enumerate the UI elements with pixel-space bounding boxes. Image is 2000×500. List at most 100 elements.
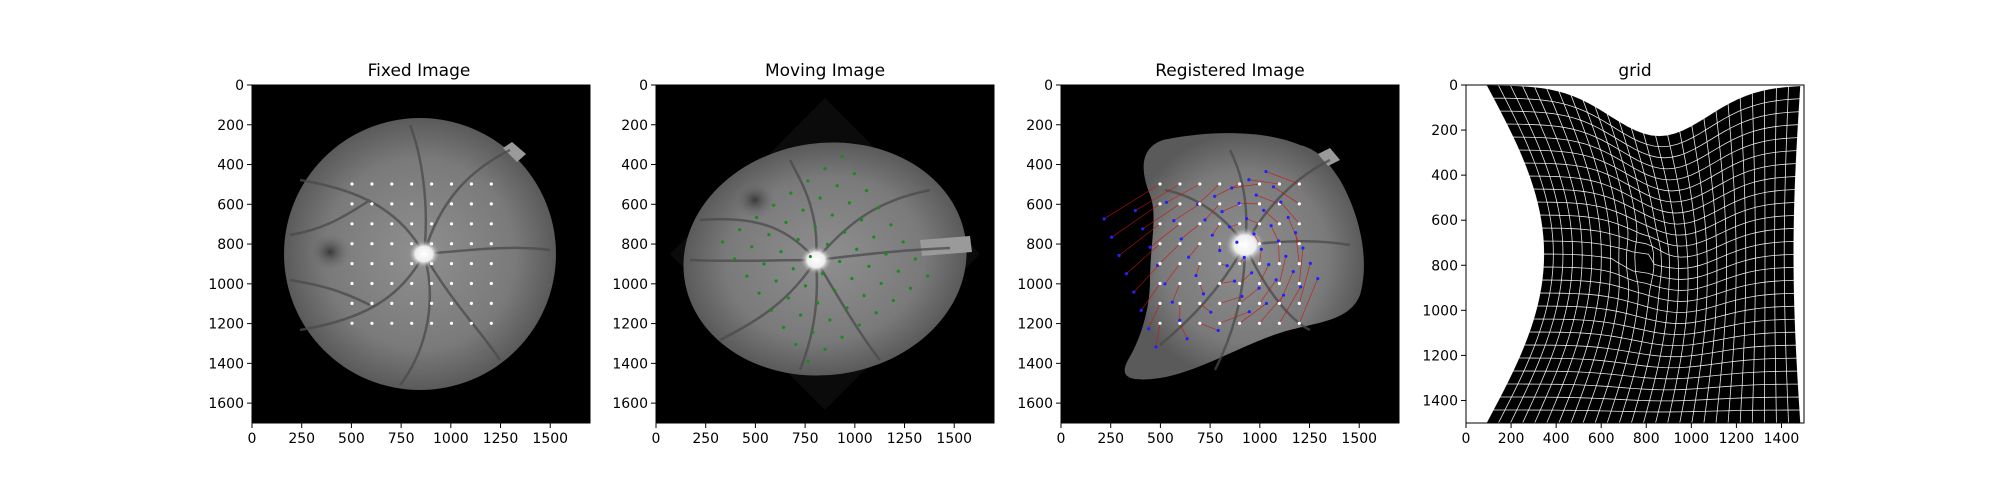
- displacement-line: [1104, 183, 1161, 220]
- landmark-point: [1213, 194, 1217, 198]
- landmark-point: [823, 167, 827, 171]
- landmark-point: [1210, 233, 1214, 237]
- landmark-point: [1316, 277, 1320, 281]
- landmark-point: [803, 284, 808, 288]
- y-tick-label: 800: [621, 237, 648, 253]
- grid-line: [1763, 90, 1766, 424]
- landmark-point: [1238, 262, 1242, 266]
- displacement-line: [1248, 179, 1280, 185]
- landmark-point: [1257, 182, 1262, 186]
- grid-line: [1540, 292, 1795, 313]
- landmark-point: [1297, 242, 1301, 246]
- y-tick-label: 0: [235, 78, 244, 94]
- y-tick-label: 0: [1449, 78, 1458, 94]
- panel-title: grid: [1618, 61, 1651, 81]
- landmark-point: [449, 262, 454, 266]
- x-tick-label: 500: [338, 431, 365, 447]
- landmark-point: [835, 184, 839, 188]
- landmark-point: [469, 182, 473, 186]
- landmark-point: [1178, 182, 1182, 186]
- displacement-line: [1173, 203, 1200, 221]
- x-tick-label: 750: [792, 431, 819, 447]
- displacement-line: [1140, 283, 1161, 311]
- landmark-point: [1257, 301, 1262, 305]
- landmark-point: [840, 335, 844, 339]
- landmark-point: [350, 262, 354, 266]
- panel-fixed-image: Fixed Image 0 250 500 750 1000 1250 1500 0 200 40…: [208, 61, 591, 447]
- displacement-line: [1259, 294, 1284, 324]
- landmark-point: [1164, 200, 1169, 204]
- x-tick-label: 1200: [1719, 431, 1755, 447]
- landmark-point: [350, 202, 354, 206]
- landmark-point: [390, 301, 394, 305]
- landmark-point: [1198, 202, 1202, 206]
- x-tick-label: 1000: [837, 431, 873, 447]
- optic-disc: [408, 240, 440, 268]
- landmark-point: [1163, 282, 1167, 286]
- landmark-point: [449, 242, 454, 246]
- landmark-point: [1158, 281, 1162, 286]
- x-tick-label: 500: [1147, 431, 1174, 447]
- displacement-line: [1287, 217, 1300, 244]
- grid-line: [1500, 396, 1800, 402]
- landmark-point: [370, 222, 374, 226]
- x-tick-label: 0: [248, 431, 257, 447]
- landmark-point: [1178, 321, 1182, 325]
- landmark-point: [908, 286, 913, 290]
- displacement-line: [1279, 271, 1294, 304]
- x-tick-label: 200: [1498, 431, 1525, 447]
- y-tick-label: 600: [621, 197, 648, 213]
- landmark-point: [1227, 225, 1232, 229]
- landmark-point: [791, 267, 795, 271]
- landmark-point: [1179, 237, 1183, 241]
- displacement-line: [1239, 287, 1260, 304]
- x-tick-label: 1250: [1292, 431, 1328, 447]
- grid-line: [1703, 118, 1718, 424]
- panel-title: Registered Image: [1155, 61, 1305, 81]
- displacement-line: [1118, 223, 1161, 256]
- landmark-point: [1297, 321, 1301, 325]
- landmark-point: [1139, 308, 1143, 312]
- landmark-point: [796, 237, 800, 242]
- landmark-point: [350, 281, 354, 286]
- landmark-point: [430, 222, 434, 226]
- panel-title: Fixed Image: [368, 61, 471, 81]
- landmark-point: [489, 202, 493, 206]
- landmark-point: [410, 242, 414, 246]
- landmark-point: [430, 321, 434, 325]
- landmark-point: [1198, 262, 1202, 266]
- y-tick-label: 200: [217, 118, 244, 134]
- landmark-point: [410, 202, 414, 206]
- landmark-point: [489, 321, 493, 325]
- landmark-point: [867, 264, 871, 268]
- y-tick-label: 0: [639, 78, 648, 94]
- y-tick-label: 1000: [1422, 303, 1458, 319]
- landmark-point: [813, 225, 817, 229]
- displacement-line: [1133, 263, 1161, 293]
- landmark-point: [1218, 202, 1222, 206]
- landmark-point: [1178, 281, 1182, 286]
- landmark-point: [1218, 222, 1222, 226]
- landmark-point: [1158, 301, 1162, 305]
- landmark-point: [755, 215, 759, 220]
- landmark-point: [860, 218, 864, 222]
- grid-line: [1715, 110, 1727, 424]
- landmark-point: [1293, 231, 1298, 235]
- landmark-point: [1254, 193, 1258, 197]
- landmark-point: [1257, 222, 1262, 226]
- landmark-point: [818, 196, 822, 200]
- grid-line: [1667, 134, 1689, 424]
- grid-line: [1542, 279, 1795, 302]
- landmark-point: [489, 262, 493, 266]
- x-tick-label: 400: [1543, 431, 1570, 447]
- landmark-point: [891, 298, 895, 303]
- displacement-line: [1221, 203, 1240, 212]
- landmark-point: [720, 240, 725, 244]
- landmark-point: [1257, 202, 1262, 206]
- landmark-point: [1218, 262, 1222, 266]
- landmark-point: [390, 222, 394, 226]
- landmark-point: [1291, 270, 1295, 274]
- landmark-point: [1158, 262, 1162, 266]
- displacement-line: [1166, 183, 1200, 203]
- landmark-point: [874, 311, 878, 315]
